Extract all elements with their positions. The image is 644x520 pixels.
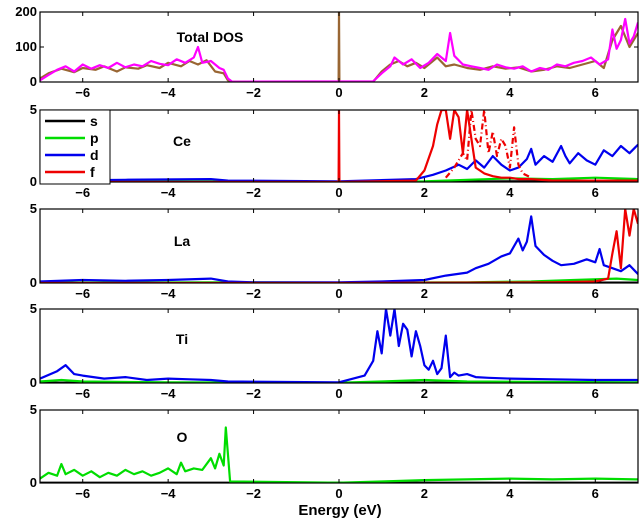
panel-2-series xyxy=(40,209,638,283)
x-tick-label: −4 xyxy=(161,386,177,401)
x-tick-label: 0 xyxy=(335,185,342,200)
y-tick-label: 200 xyxy=(15,4,37,19)
x-tick-label: 4 xyxy=(506,386,514,401)
x-tick-label: 6 xyxy=(592,85,599,100)
x-tick-label: 2 xyxy=(421,386,428,401)
series-line-2-3 xyxy=(40,209,638,283)
y-tick-label: 0 xyxy=(30,174,37,189)
x-tick-label: 2 xyxy=(421,286,428,301)
y-tick-label: 0 xyxy=(30,275,37,290)
series-line-4-1 xyxy=(40,426,638,483)
panel-label: O xyxy=(177,429,188,445)
x-tick-label: 6 xyxy=(592,185,599,200)
panel-label: Ce xyxy=(173,133,191,149)
series-line-2-2 xyxy=(40,215,638,283)
x-tick-label: 0 xyxy=(335,486,342,501)
x-tick-label: 4 xyxy=(506,85,514,100)
x-tick-label: 2 xyxy=(421,85,428,100)
panel-3: −6 −4 −2 0 2 4 6 0 5 Ti xyxy=(30,301,639,401)
panel-3-series xyxy=(40,309,638,383)
x-tick-label: 0 xyxy=(335,386,342,401)
x-tick-label: −4 xyxy=(161,486,177,501)
x-tick-label: 6 xyxy=(592,286,599,301)
x-tick-label: 2 xyxy=(421,486,428,501)
series-line-0-1 xyxy=(40,17,638,82)
panel-label: Ti xyxy=(176,331,188,347)
x-tick-label: 2 xyxy=(421,185,428,200)
x-tick-label: −2 xyxy=(246,185,261,200)
x-tick-label: −6 xyxy=(75,85,90,100)
legend-label-s: s xyxy=(90,113,98,129)
x-tick-label: −2 xyxy=(246,85,261,100)
panel-2: −6 −4 −2 0 2 4 6 0 5 La xyxy=(30,201,639,301)
panel-label: Total DOS xyxy=(177,29,244,45)
x-tick-label: 0 xyxy=(335,286,342,301)
x-tick-label: −4 xyxy=(161,286,177,301)
x-tick-label: −2 xyxy=(246,486,261,501)
legend-label-d: d xyxy=(90,147,99,163)
y-tick-label: 5 xyxy=(30,402,37,417)
x-tick-label: −6 xyxy=(75,486,90,501)
panel-1: −6 −4 −2 0 2 4 6 0 5 Ce xyxy=(30,102,639,200)
panel-frame xyxy=(39,208,639,284)
x-tick-label: −2 xyxy=(246,386,261,401)
series-line-1-4 xyxy=(444,110,532,179)
x-tick-label: −4 xyxy=(161,85,177,100)
x-tick-label: −2 xyxy=(246,286,261,301)
x-tick-label: −6 xyxy=(75,185,90,200)
legend-label-f: f xyxy=(90,164,95,180)
y-tick-label: 5 xyxy=(30,301,37,316)
series-line-3-2 xyxy=(40,309,638,383)
series-line-0-0 xyxy=(40,12,638,82)
panel-0-series xyxy=(40,12,638,82)
panel-frame xyxy=(39,308,639,384)
x-tick-label: −4 xyxy=(161,185,177,200)
series-line-1-3 xyxy=(40,110,638,182)
x-tick-label: 4 xyxy=(506,185,514,200)
panel-4-series xyxy=(40,426,638,483)
y-tick-label: 5 xyxy=(30,201,37,216)
y-tick-label: 100 xyxy=(15,39,37,54)
legend-label-p: p xyxy=(90,130,99,146)
x-tick-label: 4 xyxy=(506,286,514,301)
x-tick-label: 6 xyxy=(592,486,599,501)
x-axis-label: Energy (eV) xyxy=(298,502,381,519)
x-tick-label: −6 xyxy=(75,386,90,401)
panel-label: La xyxy=(174,233,191,249)
panel-0: −6 −4 −2 0 2 4 6 0 100 200 Total DOS xyxy=(15,4,639,100)
x-tick-label: 6 xyxy=(592,386,599,401)
panel-4: −6 −4 −2 0 2 4 6 0 5 O xyxy=(30,402,639,501)
x-tick-label: 0 xyxy=(335,85,342,100)
y-tick-label: 0 xyxy=(30,74,37,89)
y-tick-label: 5 xyxy=(30,102,37,117)
y-tick-label: 0 xyxy=(30,475,37,490)
x-tick-label: 4 xyxy=(506,486,514,501)
panel-1-series xyxy=(40,110,638,182)
x-tick-label: −6 xyxy=(75,286,90,301)
y-tick-label: 0 xyxy=(30,375,37,390)
